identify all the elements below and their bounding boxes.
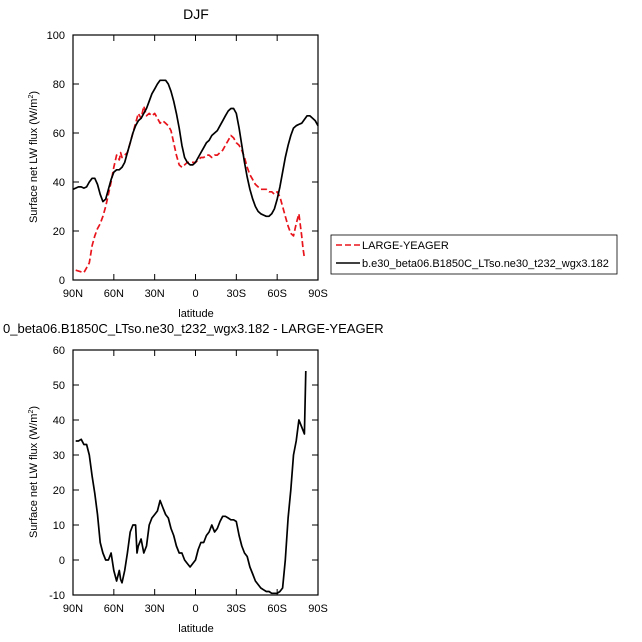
legend-box bbox=[330, 234, 618, 275]
series-line-1 bbox=[72, 79, 319, 218]
y-tick-label: 0 bbox=[59, 275, 65, 287]
x-tick-label: 90N bbox=[63, 603, 83, 615]
y-tick-label: 40 bbox=[53, 177, 65, 189]
top-y-axis-label-main: Surface net LW flux (W/m bbox=[28, 99, 40, 224]
bottom-plot-frame bbox=[72, 349, 319, 596]
series-line-0 bbox=[75, 370, 307, 595]
bottom-chart-title: 0_beta06.B1850C_LTso.ne30_t232_wgx3.182 … bbox=[3, 321, 384, 336]
bottom-x-ticks: 90N 60N 30N 0 30S 60S 90S bbox=[63, 350, 328, 615]
bottom-y-axis-label-close: ) bbox=[28, 406, 40, 410]
x-tick-label: 30S bbox=[227, 603, 247, 615]
y-tick-label: 20 bbox=[53, 226, 65, 238]
y-tick-label: 100 bbox=[47, 30, 65, 42]
y-tick-label: 0 bbox=[59, 555, 65, 567]
x-tick-label: 60N bbox=[104, 288, 124, 300]
y-tick-label: -10 bbox=[49, 590, 65, 602]
legend-label-large-yeager: LARGE-YEAGER bbox=[362, 240, 449, 252]
x-tick-label: 30N bbox=[145, 603, 165, 615]
x-tick-label: 60S bbox=[267, 288, 287, 300]
legend: LARGE-YEAGER b.e30_beta06.B1850C_LTso.ne… bbox=[330, 234, 618, 275]
x-tick-label: 90S bbox=[308, 288, 328, 300]
bottom-y-axis-label-main: Surface net LW flux (W/m bbox=[28, 414, 40, 539]
x-tick-label: 60S bbox=[267, 603, 287, 615]
legend-label-model: b.e30_beta06.B1850C_LTso.ne30_t232_wgx3.… bbox=[362, 258, 609, 270]
top-series-layer bbox=[72, 79, 319, 274]
top-panel: DJF 0 20 40 60 80 100 90N 60N 30N 0 30S 60S 90S lat… bbox=[28, 6, 328, 320]
x-tick-label: 30S bbox=[227, 288, 247, 300]
top-chart-title: DJF bbox=[183, 6, 209, 22]
top-y-axis-label: Surface net LW flux (W/m2) bbox=[28, 91, 40, 223]
bottom-y-axis-label-superscript: 2 bbox=[28, 410, 35, 414]
x-tick-label: 30N bbox=[145, 288, 165, 300]
top-x-axis-label: latitude bbox=[178, 308, 213, 320]
bottom-y-ticks: -10 0 10 20 30 40 50 60 bbox=[49, 345, 318, 602]
top-plot-frame bbox=[72, 34, 319, 281]
top-y-axis-label-close: ) bbox=[28, 91, 40, 95]
top-x-ticks: 90N 60N 30N 0 30S 60S 90S bbox=[63, 35, 328, 300]
y-tick-label: 10 bbox=[53, 520, 65, 532]
y-tick-label: 60 bbox=[53, 345, 65, 357]
y-tick-label: 20 bbox=[53, 485, 65, 497]
y-tick-label: 60 bbox=[53, 128, 65, 140]
bottom-series-layer bbox=[75, 370, 307, 595]
y-tick-label: 80 bbox=[53, 79, 65, 91]
bottom-panel: 0_beta06.B1850C_LTso.ne30_t232_wgx3.182 … bbox=[3, 321, 384, 635]
top-y-ticks: 0 20 40 60 80 100 bbox=[47, 30, 318, 287]
x-tick-label: 0 bbox=[192, 288, 198, 300]
bottom-y-axis-label: Surface net LW flux (W/m2) bbox=[28, 406, 40, 538]
top-y-axis-label-superscript: 2 bbox=[28, 95, 35, 99]
x-tick-label: 90S bbox=[308, 603, 328, 615]
y-tick-label: 30 bbox=[53, 450, 65, 462]
bottom-x-axis-label: latitude bbox=[178, 623, 213, 635]
y-tick-label: 40 bbox=[53, 415, 65, 427]
x-tick-label: 90N bbox=[63, 288, 83, 300]
x-tick-label: 0 bbox=[192, 603, 198, 615]
series-line-0 bbox=[75, 105, 306, 274]
y-tick-label: 50 bbox=[53, 380, 65, 392]
x-tick-label: 60N bbox=[104, 603, 124, 615]
